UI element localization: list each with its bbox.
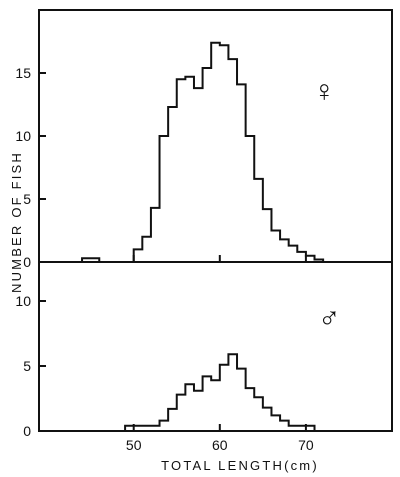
top-y-tick-label: 0	[23, 254, 31, 270]
top-panel: 0 5 10 15 ♀	[15, 9, 393, 270]
x-tick-label: 60	[212, 437, 228, 453]
female-symbol: ♀	[313, 75, 336, 108]
x-axis-title: TOTAL LENGTH(cm)	[161, 458, 319, 473]
top-y-tick-label: 5	[23, 191, 31, 207]
x-tick-label: 70	[298, 437, 314, 453]
bottom-y-tick-label: 0	[23, 423, 31, 439]
bottom-panel-frame	[38, 261, 393, 432]
male-histogram-line	[124, 353, 316, 431]
top-y-tick-label: 10	[15, 128, 31, 144]
y-axis-title: NUMBER OF FISH	[9, 151, 24, 293]
top-y-tick-label: 15	[15, 65, 31, 81]
bottom-panel: 0 5 10 ♂	[15, 261, 393, 439]
x-axis-ticks: 50 60 70	[126, 437, 314, 453]
female-histogram-line	[81, 41, 325, 262]
bottom-y-tick-label: 5	[23, 358, 31, 374]
x-tick-label: 50	[126, 437, 142, 453]
top-panel-ticks: 0 5 10 15	[15, 65, 307, 270]
bottom-panel-ticks: 0 5 10	[15, 293, 307, 439]
male-symbol: ♂	[318, 301, 341, 334]
top-panel-frame	[38, 9, 393, 263]
bottom-y-tick-label: 10	[15, 293, 31, 309]
